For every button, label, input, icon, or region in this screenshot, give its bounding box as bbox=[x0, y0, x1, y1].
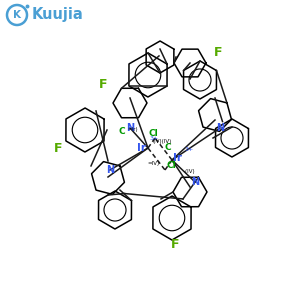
Text: =Ir): =Ir) bbox=[128, 128, 138, 133]
Text: -(IV): -(IV) bbox=[184, 169, 196, 175]
Text: Ir: Ir bbox=[172, 153, 182, 163]
Text: (IV)(IV): (IV)(IV) bbox=[152, 140, 172, 145]
Text: K: K bbox=[13, 10, 21, 20]
Text: Kuujia: Kuujia bbox=[32, 8, 84, 22]
Text: Cl: Cl bbox=[148, 128, 158, 137]
Text: F: F bbox=[171, 238, 179, 251]
Text: Ir: Ir bbox=[137, 143, 146, 153]
Text: C: C bbox=[165, 142, 171, 152]
Text: N: N bbox=[126, 123, 134, 133]
Text: 3+: 3+ bbox=[150, 136, 159, 141]
Text: F: F bbox=[54, 142, 62, 154]
Text: 3+: 3+ bbox=[185, 147, 194, 152]
Text: C: C bbox=[119, 128, 125, 136]
Text: N: N bbox=[216, 123, 224, 133]
Text: F: F bbox=[214, 46, 222, 59]
Text: Cl: Cl bbox=[166, 161, 176, 170]
Text: N: N bbox=[191, 177, 199, 187]
Text: =IV): =IV) bbox=[147, 160, 159, 166]
Text: N: N bbox=[106, 165, 114, 175]
Text: F: F bbox=[99, 79, 107, 92]
